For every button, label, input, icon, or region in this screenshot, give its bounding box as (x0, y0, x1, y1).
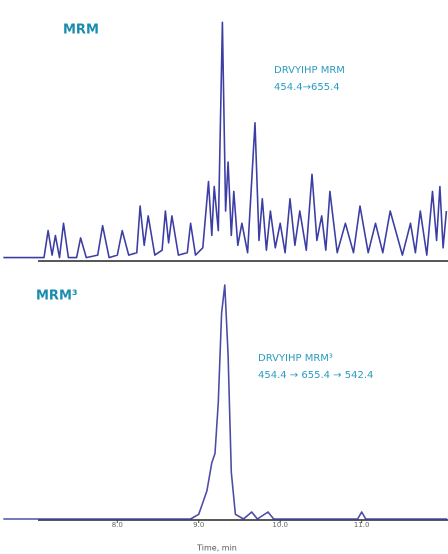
x-tick-label: 10.0 (272, 521, 288, 529)
annotation: 454.4→655.4 (274, 82, 340, 93)
annotation: 454.4 → 655.4 → 542.4 (258, 370, 373, 381)
x-axis-label: Time, min (196, 544, 237, 553)
panel-title: MRM (63, 23, 99, 38)
x-tick-label: 9.0 (193, 521, 204, 529)
x-tick-label: 11.0 (354, 521, 370, 529)
trace (3, 21, 448, 259)
annotation: DRVYIHP MRM (274, 65, 345, 76)
panel-title: MRM³ (36, 289, 78, 304)
x-tick-label: 8.0 (112, 521, 123, 529)
annotation: DRVYIHP MRM³ (258, 353, 333, 364)
trace (3, 284, 448, 520)
